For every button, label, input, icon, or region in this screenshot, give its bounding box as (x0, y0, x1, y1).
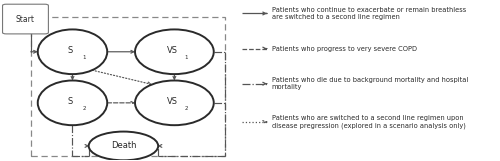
Text: Death: Death (110, 142, 136, 150)
Ellipse shape (88, 132, 158, 160)
Text: Patients who continue to exacerbate or remain breathless
are switched to a secon: Patients who continue to exacerbate or r… (272, 7, 466, 20)
FancyBboxPatch shape (2, 4, 48, 34)
Text: Patients who die due to background mortality and hospital
mortality: Patients who die due to background morta… (272, 77, 468, 90)
Text: VS: VS (166, 46, 177, 55)
Ellipse shape (38, 29, 107, 74)
Text: 1: 1 (184, 55, 188, 60)
Ellipse shape (135, 29, 214, 74)
Text: Patients who are switched to a second line regimen upon
disease pregression (exp: Patients who are switched to a second li… (272, 115, 466, 129)
Ellipse shape (38, 80, 107, 125)
Text: 2: 2 (82, 106, 86, 111)
Text: S: S (68, 46, 73, 55)
Text: Patients who progress to very severe COPD: Patients who progress to very severe COP… (272, 46, 416, 52)
Text: Start: Start (16, 14, 35, 24)
Text: 2: 2 (184, 106, 188, 111)
Text: 1: 1 (82, 55, 86, 60)
Ellipse shape (135, 80, 214, 125)
Text: VS: VS (166, 97, 177, 106)
Text: S: S (68, 97, 73, 106)
